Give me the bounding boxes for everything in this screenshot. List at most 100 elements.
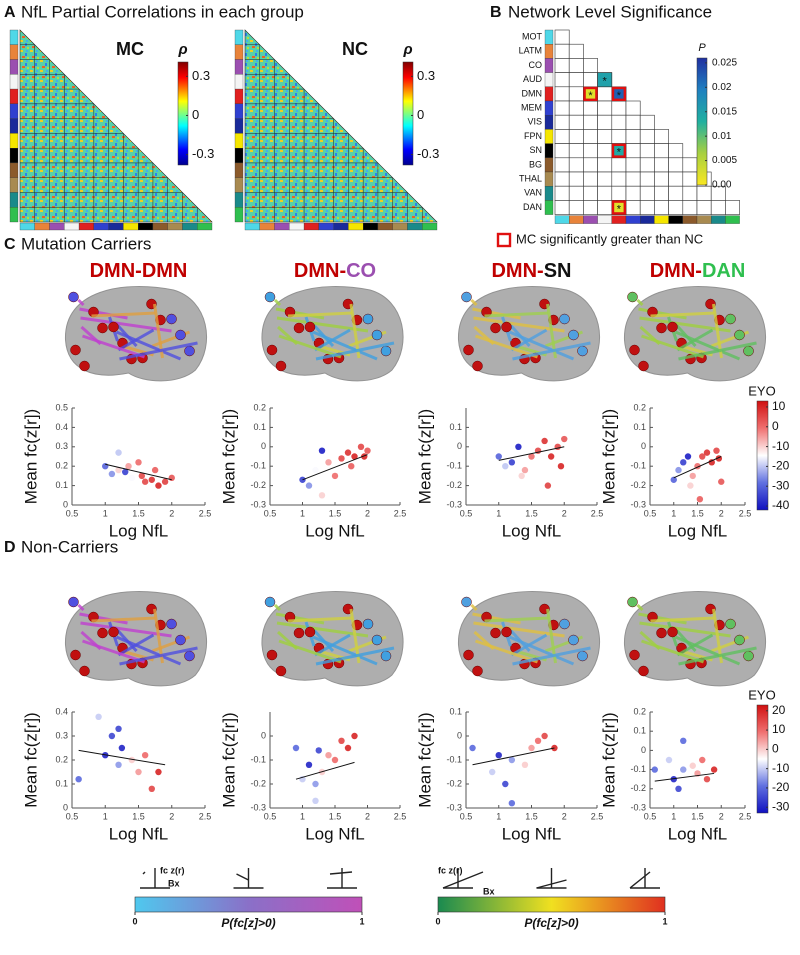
matrix-cell bbox=[625, 200, 641, 215]
y-axis-label: Mean fc(z[r]) bbox=[599, 712, 618, 807]
point bbox=[670, 476, 677, 483]
brain-connection bbox=[312, 635, 378, 666]
network-strip bbox=[197, 222, 213, 231]
matrix-cell bbox=[611, 157, 627, 173]
matrix-cell bbox=[568, 100, 584, 116]
matrix-cell bbox=[682, 200, 698, 215]
colorbar-tick-label: -0.3 bbox=[417, 146, 439, 161]
brain-connection bbox=[275, 612, 325, 625]
brain-connection bbox=[77, 603, 85, 612]
network-strip bbox=[234, 44, 244, 60]
point bbox=[95, 713, 102, 720]
point bbox=[703, 776, 711, 783]
network-strip bbox=[363, 222, 379, 231]
brain-connection bbox=[80, 621, 172, 638]
point bbox=[348, 463, 355, 470]
colorbar-tick-label: 0 bbox=[417, 107, 424, 122]
matrix-cell bbox=[597, 143, 613, 159]
matrix-cell bbox=[682, 171, 698, 187]
panel-letter: D bbox=[4, 539, 16, 556]
brain bbox=[457, 286, 601, 382]
y-tick-label: -0.1 bbox=[250, 754, 266, 764]
matrix-cell bbox=[568, 43, 584, 59]
brain-node bbox=[70, 344, 81, 356]
brain-connection bbox=[115, 330, 182, 361]
point bbox=[315, 747, 322, 754]
x-tick-label: 1.5 bbox=[329, 811, 342, 821]
brain-node bbox=[175, 329, 186, 341]
y-tick-label: 0.1 bbox=[55, 778, 68, 788]
point bbox=[115, 761, 122, 768]
y-tick-label: 0.2 bbox=[55, 461, 68, 471]
point bbox=[561, 435, 568, 443]
matrix-cell bbox=[583, 114, 598, 130]
colorbar bbox=[756, 400, 769, 511]
matrix-cell bbox=[597, 100, 613, 116]
brain-connection bbox=[276, 316, 369, 333]
matrix-cell bbox=[554, 86, 570, 102]
point bbox=[495, 453, 502, 460]
colorbar-label: ρ bbox=[402, 41, 412, 58]
brain bbox=[261, 591, 404, 687]
point bbox=[125, 463, 132, 470]
brain-node bbox=[627, 596, 638, 608]
colorbar-tick-label: 10 bbox=[772, 722, 786, 736]
brain-node bbox=[266, 344, 278, 356]
brain bbox=[623, 286, 767, 382]
point bbox=[312, 466, 319, 474]
matrix-cell bbox=[639, 129, 655, 144]
brain-connection bbox=[508, 330, 575, 361]
matrix-cell bbox=[668, 200, 684, 215]
matrix-cell bbox=[554, 29, 570, 45]
colorbar-tick-label: 20 bbox=[772, 703, 786, 717]
point bbox=[312, 797, 319, 804]
brain-node bbox=[667, 626, 678, 638]
group-label: NC bbox=[342, 39, 368, 59]
x-tick-label: 2.5 bbox=[739, 811, 752, 821]
brain-node bbox=[371, 329, 383, 341]
network-strip bbox=[9, 133, 19, 149]
y-tick-label: 0 bbox=[63, 499, 68, 509]
brain-node bbox=[667, 321, 678, 333]
point bbox=[161, 478, 169, 485]
brain-connection bbox=[314, 633, 351, 657]
point bbox=[75, 776, 82, 783]
point bbox=[102, 463, 109, 470]
point bbox=[469, 744, 476, 752]
point bbox=[710, 766, 718, 773]
x-tick-label: 2.5 bbox=[394, 811, 407, 821]
brain-node bbox=[725, 313, 736, 325]
x-tick-label: 2.5 bbox=[394, 508, 407, 518]
point bbox=[148, 785, 155, 792]
y-tick-label: 0 bbox=[641, 745, 646, 755]
glyph-slope bbox=[536, 879, 567, 889]
matrix-cell bbox=[583, 100, 598, 116]
point bbox=[325, 752, 332, 759]
brain-connection bbox=[82, 334, 145, 359]
x-tick-label: 2.5 bbox=[591, 508, 604, 518]
matrix-cell bbox=[682, 157, 698, 173]
group-label: MC bbox=[116, 39, 144, 59]
title-part: DMN bbox=[142, 260, 188, 282]
glyph-slope bbox=[142, 871, 146, 875]
matrix-cell bbox=[554, 171, 570, 187]
title-part: - bbox=[695, 260, 702, 282]
fit-line bbox=[673, 456, 722, 479]
network-strip bbox=[108, 222, 124, 231]
y-tick-label: 0.4 bbox=[55, 422, 68, 432]
point bbox=[115, 725, 122, 732]
network-strip bbox=[544, 72, 554, 87]
matrix-cell bbox=[611, 185, 627, 201]
network-strip bbox=[544, 171, 554, 187]
matrix-cell bbox=[583, 72, 598, 88]
matrix-cell bbox=[568, 200, 584, 215]
point bbox=[651, 766, 658, 773]
fit-line bbox=[78, 749, 166, 766]
network-strip bbox=[682, 215, 698, 224]
point bbox=[331, 472, 339, 480]
brain-connection bbox=[275, 307, 325, 320]
point bbox=[135, 768, 142, 776]
brain-node bbox=[166, 618, 177, 630]
y-axis-label: Mean fc(z[r]) bbox=[415, 409, 434, 504]
significance-box bbox=[611, 86, 627, 102]
